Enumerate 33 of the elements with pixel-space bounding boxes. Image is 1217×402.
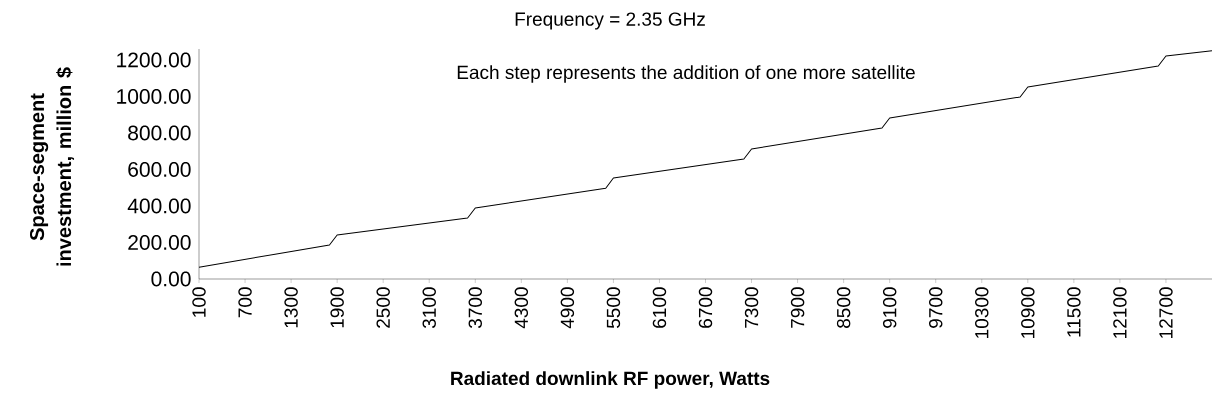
y-tick-label: 400.00 [127, 198, 191, 214]
x-tick-label: 6100 [652, 287, 667, 328]
x-tick-label: 7300 [744, 287, 759, 328]
y-tick-label: 200.00 [128, 235, 191, 250]
x-tick-label: 3100 [422, 287, 436, 329]
x-tick-label: 12700 [1159, 287, 1173, 338]
y-tick-label: 600.00 [128, 162, 191, 177]
x-tick-label: 4900 [560, 287, 575, 329]
annotation: Each step represents the addition of one more satellite [457, 65, 915, 83]
y-axis-title: Space-segment investment, million $ [29, 67, 75, 266]
x-tick-label: 8500 [836, 287, 851, 328]
chart-title: Frequency = 2.35 GHz [515, 12, 705, 30]
x-tick-label: 3700 [468, 287, 482, 329]
x-axis-title: Radiated downlink RF power, Watts [451, 371, 770, 389]
y-tick-label: 1200.00 [117, 52, 191, 68]
x-tick-label: 6700 [698, 287, 713, 328]
x-tick-label: 5500 [606, 287, 621, 329]
x-tick-label: 9700 [929, 287, 943, 328]
x-tick-label: 12100 [1113, 287, 1127, 338]
y-tick-label: 0.00 [151, 271, 191, 287]
x-tick-label: 10900 [1021, 287, 1035, 338]
x-tick-label: 1900 [330, 287, 344, 328]
x-tick-label: 1300 [284, 287, 298, 328]
x-tick-label: 700 [238, 287, 252, 318]
x-tick-label: 11500 [1067, 287, 1081, 337]
x-tick-label: 2500 [376, 287, 390, 328]
y-tick-label: 800.00 [128, 125, 191, 141]
x-tick-label: 7900 [790, 287, 805, 328]
y-tick-label: 1000.00 [117, 89, 191, 104]
x-tick-label: 10300 [975, 287, 989, 338]
x-tick-label: 4300 [514, 287, 529, 329]
x-tick-label: 100 [192, 287, 206, 317]
x-tick-label: 9100 [882, 287, 897, 328]
